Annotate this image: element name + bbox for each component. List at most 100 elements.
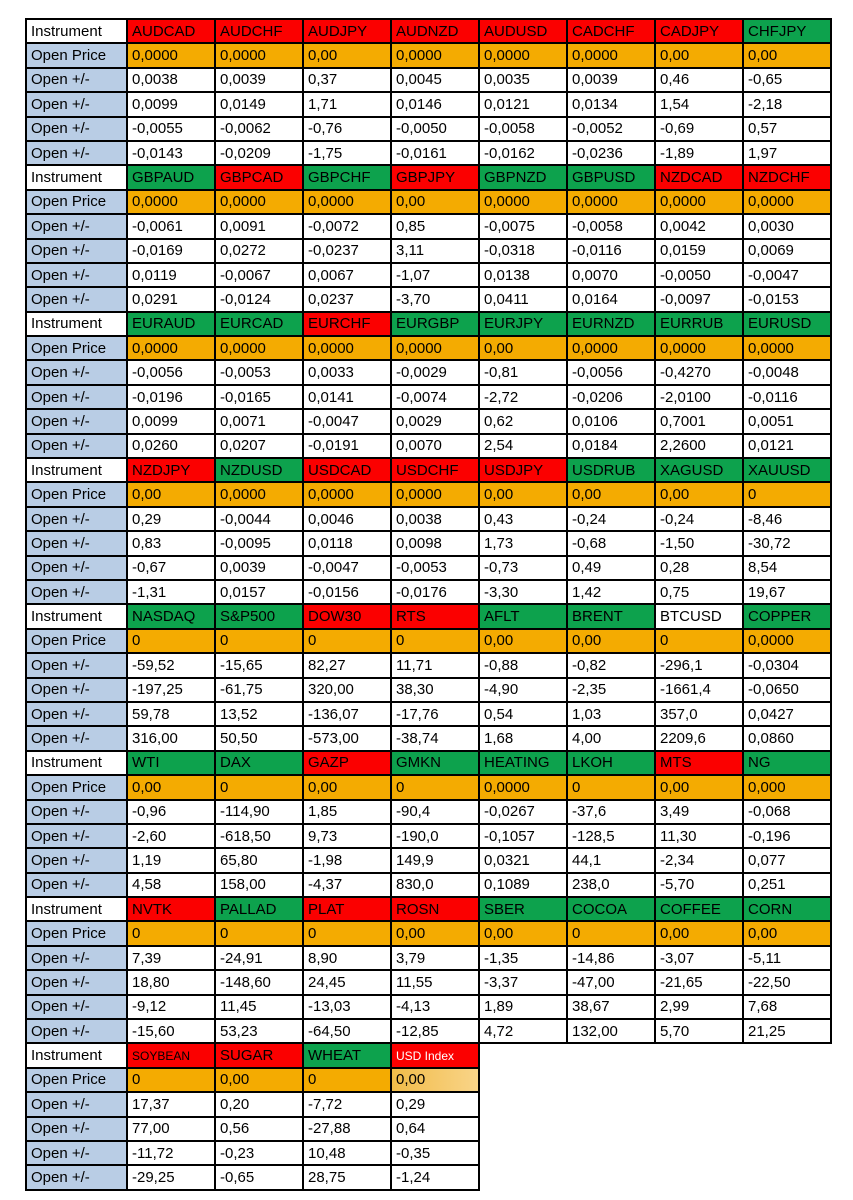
open-price-cell-XAGUSD: 0,00 — [654, 481, 744, 508]
empty-cell — [479, 1092, 567, 1117]
open-change-cell-NASDAQ-1: -59,52 — [126, 652, 216, 679]
open-change-cell-EURNZD-4: 0,0184 — [566, 432, 656, 460]
open-price-cell-GBPCHF: 0,0000 — [302, 188, 392, 216]
open-price-cell-COPPER: 0,0000 — [742, 627, 832, 655]
instrument-cell-GBPCAD: GBPCAD — [214, 164, 304, 191]
open-change-cell-AFLT-2: -4,90 — [478, 676, 568, 703]
row-label-open-price: Open Price — [25, 335, 128, 362]
open-change-cell-PALLAD-3: 11,45 — [214, 993, 304, 1021]
open-price-cell-EURRUB: 0,0000 — [654, 335, 744, 362]
row-label-instrument: Instrument — [25, 310, 128, 338]
open-change-cell-DAX-2: -618,50 — [214, 822, 304, 850]
row-label-open-change: Open +/- — [25, 1017, 128, 1045]
open-change-row: Open +/- 7,39 -24,91 8,90 3,79 -1,35 -14,86 -3,… — [25, 944, 832, 972]
open-change-cell-BRENT-1: -0,82 — [566, 652, 656, 679]
instrument-cell-EURUSD: EURUSD — [742, 310, 832, 338]
open-change-row: Open +/- 0,0119 -0,0067 0,0067 -1,07 0,0138 0,… — [25, 261, 832, 289]
open-change-cell-CORN-4: 21,25 — [742, 1017, 832, 1045]
open-change-cell-GBPJPY-1: 0,85 — [390, 213, 480, 240]
open-price-cell-GBPCAD: 0,0000 — [214, 188, 304, 216]
row-label-open-change: Open +/- — [25, 505, 128, 533]
open-change-cell-AUDCHF-3: -0,0062 — [214, 115, 304, 142]
open-price-cell-SBER: 0,00 — [478, 920, 568, 947]
open-price-cell-CADJPY: 0,00 — [654, 42, 744, 69]
open-change-cell-BTCUSD-3: 357,0 — [654, 700, 744, 728]
open-price-cell-NZDCAD: 0,0000 — [654, 188, 744, 216]
empty-cell — [655, 1165, 743, 1190]
empty-cell — [655, 1092, 743, 1117]
instrument-row: Instrument NASDAQ S&P500 DOW30 RTS AFLT BRENT B… — [25, 603, 832, 630]
instrument-cell-COFFEE: COFFEE — [654, 896, 744, 923]
open-change-cell-WTI-3: 1,19 — [126, 847, 216, 874]
instrument-cell-SOYBEAN: SOYBEAN — [126, 1042, 216, 1069]
row-label-open-change: Open +/- — [25, 1115, 128, 1142]
open-change-cell-COPPER-4: 0,0860 — [742, 725, 832, 752]
row-label-open-price: Open Price — [25, 481, 128, 508]
open-change-cell-RTS-3: -17,76 — [390, 700, 480, 728]
quotes-table-body: Instrument AUDCAD AUDCHF AUDJPY AUDNZD AUDUSD… — [25, 17, 832, 1191]
open-change-cell-PLAT-1: 8,90 — [302, 944, 392, 972]
empty-cell — [567, 1043, 655, 1068]
open-change-cell-XAGUSD-3: 0,28 — [654, 554, 744, 582]
open-change-cell-USDRUB-4: 1,42 — [566, 578, 656, 606]
open-change-cell-MTS-3: -2,34 — [654, 847, 744, 874]
open-change-cell-NVTK-3: -9,12 — [126, 993, 216, 1021]
open-change-cell-USDRUB-2: -0,68 — [566, 530, 656, 557]
open-change-cell-AUDCHF-2: 0,0149 — [214, 91, 304, 118]
row-label-open-change: Open +/- — [25, 261, 128, 289]
open-change-cell-AUDCHF-1: 0,0039 — [214, 66, 304, 94]
open-change-cell-RTS-4: -38,74 — [390, 725, 480, 752]
instrument-cell-EURCAD: EURCAD — [214, 310, 304, 338]
open-price-row: Open Price 0,0000 0,0000 0,0000 0,00 0,0000 0,… — [25, 188, 832, 216]
open-change-cell-GBPUSD-1: -0,0058 — [566, 213, 656, 240]
open-change-cell-USDCHF-1: 0,0038 — [390, 505, 480, 533]
instrument-row: Instrument AUDCAD AUDCHF AUDJPY AUDNZD AUDUSD… — [25, 17, 832, 45]
open-price-cell-NZDCHF: 0,0000 — [742, 188, 832, 216]
instrument-row: Instrument EURAUD EURCAD EURCHF EURGBP EURJPY… — [25, 310, 832, 338]
open-change-cell-NVTK-4: -15,60 — [126, 1017, 216, 1045]
open-change-cell-COFFEE-2: -21,65 — [654, 969, 744, 996]
row-label-open-change: Open +/- — [25, 676, 128, 703]
instrument-cell-DOW30: DOW30 — [302, 603, 392, 630]
open-change-cell-CADJPY-3: -0,69 — [654, 115, 744, 142]
open-change-cell-EURAUD-2: -0,0196 — [126, 383, 216, 411]
row-label-open-price: Open Price — [25, 627, 128, 655]
open-change-cell-RTS-1: 11,71 — [390, 652, 480, 679]
instrument-row: Instrument WTI DAX GAZP GMKN HEATING LKOH MTS NG — [25, 749, 832, 777]
open-change-cell-NG-2: -0,196 — [742, 822, 832, 850]
open-change-cell-SUGAR-1: 0,20 — [214, 1091, 304, 1118]
open-change-cell-GBPNZD-2: -0,0318 — [478, 237, 568, 264]
open-change-cell-AUDNZD-2: 0,0146 — [390, 91, 480, 118]
instrument-cell-MTS: MTS — [654, 749, 744, 777]
empty-cell — [567, 1116, 655, 1141]
open-change-cell-GBPUSD-3: 0,0070 — [566, 261, 656, 289]
open-price-cell-GBPJPY: 0,00 — [390, 188, 480, 216]
open-price-cell-RTS: 0 — [390, 627, 480, 655]
row-label-instrument: Instrument — [25, 17, 128, 45]
instrument-cell-EURAUD: EURAUD — [126, 310, 216, 338]
open-change-cell-BTCUSD-2: -1661,4 — [654, 676, 744, 703]
open-change-cell-XAGUSD-1: -0,24 — [654, 505, 744, 533]
open-change-cell-NZDCHF-1: 0,0030 — [742, 213, 832, 240]
open-change-cell-GBPCHF-1: -0,0072 — [302, 213, 392, 240]
open-change-row: Open +/- -0,0055 -0,0062 -0,76 -0,0050 -0,005… — [25, 115, 832, 142]
open-change-cell-BTCUSD-1: -296,1 — [654, 652, 744, 679]
open-price-cell-EURCHF: 0,0000 — [302, 335, 392, 362]
open-change-cell-GBPNZD-3: 0,0138 — [478, 261, 568, 289]
row-label-open-change: Open +/- — [25, 871, 128, 899]
open-change-row: Open +/- -2,60 -618,50 9,73 -190,0 -0,1057 -12… — [25, 822, 832, 850]
open-change-cell-GBPJPY-2: 3,11 — [390, 237, 480, 264]
open-price-cell-LKOH: 0 — [566, 774, 656, 801]
instrument-row: Instrument GBPAUD GBPCAD GBPCHF GBPJPY GBPNZD… — [25, 164, 832, 191]
open-price-cell-AUDNZD: 0,0000 — [390, 42, 480, 69]
open-change-cell-LKOH-4: 238,0 — [566, 871, 656, 899]
open-change-cell-DOW30-2: 320,00 — [302, 676, 392, 703]
open-change-cell-WTI-2: -2,60 — [126, 822, 216, 850]
empty-cell — [567, 1067, 655, 1093]
open-change-cell-EURGBP-1: -0,0029 — [390, 359, 480, 386]
open-change-cell-SUGAR-4: -0,65 — [214, 1164, 304, 1191]
open-change-cell-NG-4: 0,251 — [742, 871, 832, 899]
open-change-cell-HEATING-4: 0,1089 — [478, 871, 568, 899]
open-change-cell-GAZP-3: -1,98 — [302, 847, 392, 874]
open-price-cell-GMKN: 0 — [390, 774, 480, 801]
